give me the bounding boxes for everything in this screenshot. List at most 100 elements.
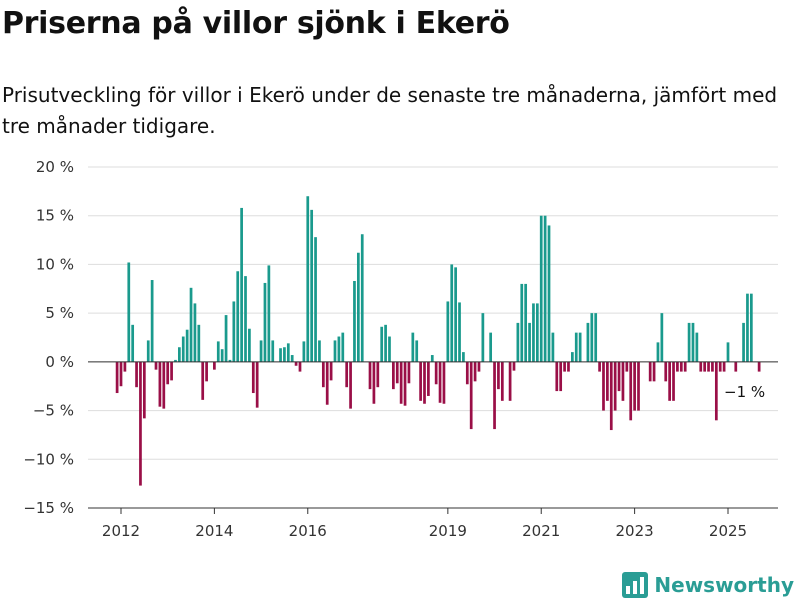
bar	[197, 324, 201, 362]
bar	[294, 361, 298, 366]
x-tick-label: 2014	[195, 522, 233, 540]
chart-title: Priserna på villor sjönk i Ekerö	[2, 6, 510, 41]
bar	[707, 361, 710, 372]
bar	[388, 336, 391, 362]
bar	[606, 361, 609, 401]
bar	[407, 361, 411, 384]
bar	[119, 361, 123, 387]
bar	[267, 265, 271, 362]
bar	[115, 361, 119, 394]
bar	[633, 361, 636, 411]
bar	[567, 361, 570, 372]
bar	[181, 336, 185, 362]
bar	[395, 361, 399, 384]
bar	[271, 340, 275, 362]
gridlines: 20 % 15 % 10 % 5 % 0 % −5 % −10 % −15 %	[23, 158, 778, 517]
bar	[594, 313, 598, 362]
bar	[423, 361, 426, 404]
bar	[434, 361, 438, 385]
bar	[318, 340, 321, 362]
bar	[255, 361, 259, 408]
bar	[306, 196, 310, 362]
bar	[555, 361, 559, 392]
bar	[321, 361, 325, 388]
bar	[714, 361, 718, 421]
bar	[469, 361, 473, 430]
x-tick-label: 2023	[616, 522, 654, 540]
bar	[473, 361, 477, 382]
bar	[520, 283, 524, 362]
bar	[189, 287, 193, 362]
bar	[232, 301, 236, 362]
bar	[512, 361, 516, 371]
bar	[703, 361, 707, 372]
bar	[547, 225, 551, 362]
bar	[384, 324, 387, 362]
bar	[699, 361, 703, 372]
bar	[193, 303, 197, 362]
y-tick-label: 20 %	[36, 158, 74, 176]
y-tick-label: 0 %	[45, 353, 74, 371]
y-tick-label: −10 %	[23, 450, 74, 468]
bar	[290, 355, 294, 362]
bar	[687, 322, 691, 362]
bar	[625, 361, 629, 372]
bar	[462, 352, 465, 362]
bar	[139, 361, 142, 486]
bar	[142, 361, 146, 419]
bar	[652, 361, 656, 382]
bar	[244, 276, 247, 362]
y-tick-label: −15 %	[23, 499, 74, 517]
bar	[248, 328, 251, 362]
bar	[427, 361, 430, 396]
bar	[500, 361, 504, 401]
bar	[415, 340, 419, 362]
y-tick-label: −5 %	[33, 402, 74, 420]
bar	[664, 361, 668, 382]
bar	[559, 361, 563, 392]
x-tick-label: 2016	[289, 522, 327, 540]
x-tick-label: 2021	[522, 522, 560, 540]
bar	[325, 361, 329, 405]
bar	[621, 361, 625, 401]
bar	[489, 332, 493, 362]
bar	[481, 313, 485, 362]
bar	[178, 347, 181, 362]
bar	[516, 322, 520, 362]
bar	[726, 342, 730, 362]
y-tick-label: 5 %	[45, 304, 74, 322]
bar	[154, 361, 158, 370]
bar	[711, 361, 714, 372]
bar	[251, 361, 255, 394]
bar	[683, 361, 687, 372]
bar	[465, 361, 469, 385]
bar	[672, 361, 675, 401]
y-tick-label: 10 %	[36, 255, 74, 273]
bar	[613, 361, 617, 411]
bar	[349, 361, 352, 409]
bar	[353, 280, 356, 362]
bar	[220, 349, 224, 362]
newsworthy-logo: Newsworthy	[622, 572, 794, 598]
bar	[660, 313, 664, 362]
bar	[314, 237, 317, 362]
bar	[127, 262, 131, 362]
bar	[135, 361, 138, 388]
bar	[551, 332, 555, 362]
bar	[360, 234, 364, 362]
bar	[329, 361, 333, 381]
bar	[259, 340, 263, 362]
bar	[742, 322, 745, 362]
bar	[676, 361, 679, 372]
bar	[722, 361, 726, 372]
bar	[236, 271, 240, 362]
bar	[166, 361, 170, 385]
bar	[446, 301, 450, 362]
bar	[201, 361, 205, 400]
bar	[493, 361, 496, 430]
bar	[302, 341, 306, 362]
bar	[454, 267, 457, 362]
axes: 2012 2014 2016 2019 2021 2023 2025	[88, 361, 778, 540]
bar	[590, 313, 594, 362]
